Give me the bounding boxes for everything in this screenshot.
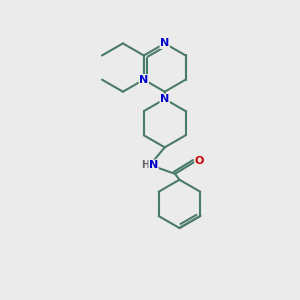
Text: H: H: [141, 160, 149, 170]
Text: O: O: [195, 156, 204, 166]
Text: N: N: [139, 75, 148, 85]
Text: N: N: [160, 94, 169, 104]
Text: N: N: [160, 38, 169, 48]
Text: N: N: [149, 160, 158, 170]
